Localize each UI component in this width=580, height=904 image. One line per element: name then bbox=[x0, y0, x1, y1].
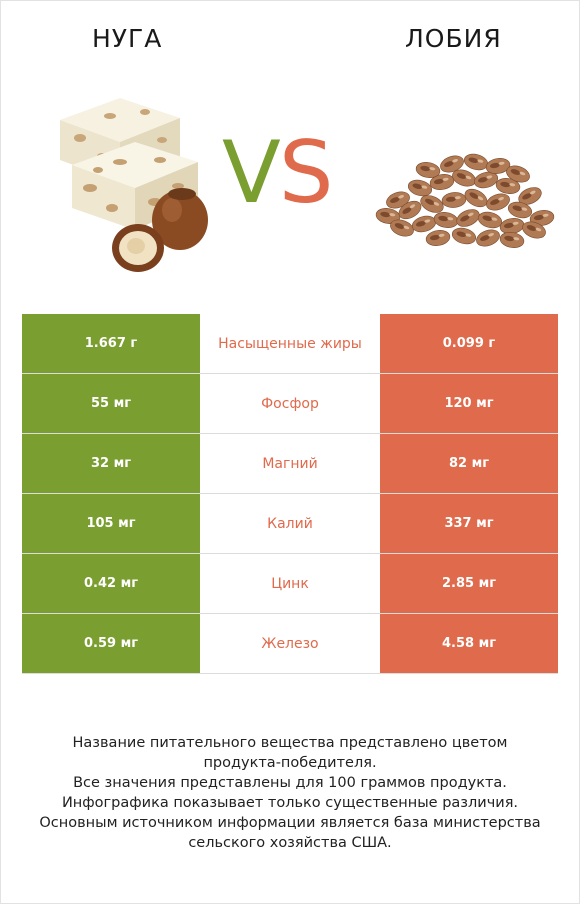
left-value-cell: 105 мг bbox=[22, 494, 200, 553]
pinto-beans-image bbox=[375, 153, 555, 248]
table-row: 0.59 мг Железо 4.58 мг bbox=[22, 614, 558, 674]
footer-line: Название питательного вещества представл… bbox=[72, 735, 508, 751]
row-divider bbox=[22, 613, 558, 614]
row-divider bbox=[22, 433, 558, 434]
right-value-cell: 337 мг bbox=[380, 494, 558, 553]
left-value-cell: 55 мг bbox=[22, 374, 200, 433]
row-divider bbox=[22, 553, 558, 554]
comparison-table: 1.667 г Насыщенные жиры 0.099 г 55 мг Фосфор… bbox=[22, 314, 558, 674]
footer-line: продукта-победителя. bbox=[203, 755, 377, 771]
table-row: 32 мг Магний 82 мг bbox=[22, 434, 558, 494]
left-value-cell: 0.59 мг bbox=[22, 614, 200, 673]
table-row: 55 мг Фосфор 120 мг bbox=[22, 374, 558, 434]
right-value-cell: 82 мг bbox=[380, 434, 558, 493]
left-value-cell: 1.667 г bbox=[22, 314, 200, 373]
row-divider bbox=[22, 373, 558, 374]
nutrient-name-cell: Насыщенные жиры bbox=[218, 335, 362, 352]
left-product-title: НУГА bbox=[92, 24, 163, 53]
nutrient-name-cell: Магний bbox=[262, 455, 318, 472]
right-product-title: ЛОБИЯ bbox=[405, 24, 502, 53]
table-row: 1.667 г Насыщенные жиры 0.099 г bbox=[22, 314, 558, 374]
nougat-with-hazelnuts-image bbox=[60, 98, 208, 272]
vs-s-letter: S bbox=[278, 123, 334, 223]
footer-line: Инфографика показывает только существенн… bbox=[61, 795, 519, 811]
footer-line: Основным источником информации является … bbox=[39, 815, 541, 831]
row-divider bbox=[22, 493, 558, 494]
right-value-cell: 0.099 г bbox=[380, 314, 558, 373]
row-divider bbox=[22, 673, 558, 674]
right-value-cell: 120 мг bbox=[380, 374, 558, 433]
nutrient-name-cell: Железо bbox=[261, 635, 319, 652]
nutrient-name-cell: Цинк bbox=[271, 575, 309, 592]
footer-line: Все значения представлены для 100 граммо… bbox=[73, 775, 507, 791]
table-row: 0.42 мг Цинк 2.85 мг bbox=[22, 554, 558, 614]
left-value-cell: 0.42 мг bbox=[22, 554, 200, 613]
right-value-cell: 4.58 мг bbox=[380, 614, 558, 673]
left-value-cell: 32 мг bbox=[22, 434, 200, 493]
table-row: 105 мг Калий 337 мг bbox=[22, 494, 558, 554]
nutrient-name-cell: Калий bbox=[267, 515, 313, 532]
vs-v-letter: V bbox=[222, 123, 281, 223]
nutrient-name-cell: Фосфор bbox=[261, 395, 319, 412]
footer-notes: Название питательного вещества представл… bbox=[0, 733, 580, 853]
footer-line: сельского хозяйства США. bbox=[188, 835, 392, 851]
vs-label: VS bbox=[222, 130, 333, 216]
right-value-cell: 2.85 мг bbox=[380, 554, 558, 613]
